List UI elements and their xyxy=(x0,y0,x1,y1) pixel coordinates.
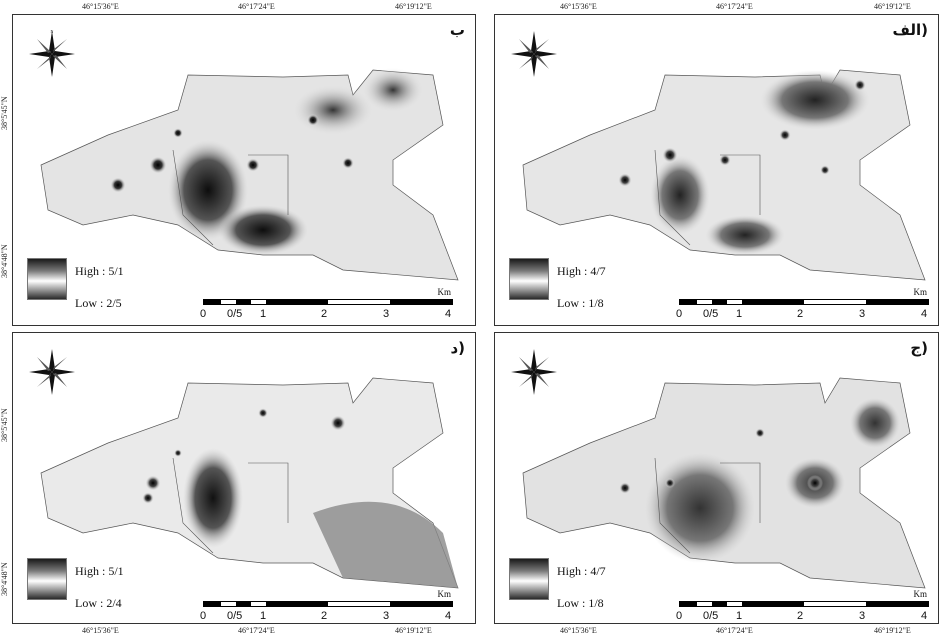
legend: High : 4/7 Low : 1/8 xyxy=(509,258,639,316)
coord-label: 46°15'36"E xyxy=(82,2,119,11)
coord-label: 46°15'36"E xyxy=(82,626,119,635)
scale-tick: 0/5 xyxy=(703,308,719,320)
legend-color-ramp xyxy=(509,558,549,600)
legend-low: Low : 2/4 xyxy=(75,596,122,610)
scale-unit: Km xyxy=(913,287,928,297)
panel-label: ج) xyxy=(910,339,928,357)
map-panel-jim: ج) High : 4/7 Low : 1/8 Km 0 0/5 1 2 3 4 xyxy=(494,332,939,624)
scale-tick: 1 xyxy=(260,308,267,320)
scale-tick: 0 xyxy=(676,610,683,622)
scale-segments xyxy=(679,299,929,305)
scale-tick: 0 xyxy=(200,610,207,622)
legend: High : 5/1 Low : 2/5 xyxy=(27,258,157,316)
coord-label: 46°19'12"E xyxy=(874,2,911,11)
legend-high: High : 4/7 xyxy=(557,564,606,578)
density-map xyxy=(522,377,926,589)
north-arrow-icon: N xyxy=(29,29,75,77)
scale-tick: 1 xyxy=(736,308,743,320)
scale-tick: 2 xyxy=(321,308,328,320)
scale-tick: 0/5 xyxy=(227,610,243,622)
legend-color-ramp xyxy=(27,258,67,300)
scale-bar: Km 0 0/5 1 2 3 4 xyxy=(200,589,453,623)
scale-bar: Km 0 0/5 1 2 3 4 xyxy=(676,287,929,325)
side-coord-label: 38°5'45"N xyxy=(0,96,9,130)
coord-label: 46°17'24"E xyxy=(238,2,275,11)
scale-tick: 4 xyxy=(445,610,452,622)
coord-label: 46°15'36"E xyxy=(560,2,597,11)
scale-segments xyxy=(679,601,929,607)
density-map xyxy=(522,69,926,281)
scale-unit: Km xyxy=(913,589,928,599)
panel-label: د) xyxy=(450,339,465,357)
density-map xyxy=(40,377,459,589)
scale-tick: 4 xyxy=(921,610,928,622)
north-arrow-icon xyxy=(511,349,557,395)
scale-tick: 3 xyxy=(383,610,390,622)
scale-tick: 0 xyxy=(200,308,207,320)
coord-label: 46°17'24"E xyxy=(238,626,275,635)
scale-tick: 3 xyxy=(859,308,866,320)
legend-high: High : 4/7 xyxy=(557,264,606,278)
side-coord-label: 38°4'48"N xyxy=(0,562,9,596)
legend-high: High : 5/1 xyxy=(75,264,124,278)
scale-tick: 0/5 xyxy=(703,610,719,622)
bottom-coordinate-labels: 46°15'36"E 46°17'24"E 46°19'12"E 46°15'3… xyxy=(0,624,951,638)
coord-label: 46°19'12"E xyxy=(395,2,432,11)
scale-tick: 4 xyxy=(921,308,928,320)
north-arrow-icon xyxy=(511,31,557,77)
panel-label: ب xyxy=(449,21,465,39)
map-panel-dal: د) High : 5/1 Low : 2/4 Km 0 0/5 1 2 3 4 xyxy=(12,332,476,624)
scale-tick: 3 xyxy=(383,308,390,320)
scale-tick: 4 xyxy=(445,308,452,320)
scale-tick: 2 xyxy=(321,610,328,622)
panel-label: الف) xyxy=(892,21,929,39)
legend: High : 4/7 Low : 1/8 xyxy=(509,558,639,616)
density-map xyxy=(40,68,459,281)
top-coordinate-labels: 46°15'36"E 46°17'24"E 46°19'12"E 46°15'3… xyxy=(0,0,951,14)
scale-tick: 2 xyxy=(797,610,804,622)
scale-tick: 1 xyxy=(260,610,267,622)
side-coord-label: 38°5'45"N xyxy=(0,408,9,442)
scale-tick: 2 xyxy=(797,308,804,320)
legend: High : 5/1 Low : 2/4 xyxy=(27,558,157,616)
map-panel-alef: الف) High : 4/7 Low : 1/8 Km 0 0/5 1 2 3… xyxy=(494,14,939,326)
legend-color-ramp xyxy=(509,258,549,300)
scale-unit: Km xyxy=(437,589,452,599)
coord-label: 46°15'36"E xyxy=(560,626,597,635)
coord-label: 46°17'24"E xyxy=(716,2,753,11)
legend-high: High : 5/1 xyxy=(75,564,124,578)
scale-tick: 0 xyxy=(676,308,683,320)
scale-segments xyxy=(203,601,453,607)
coord-label: 46°17'24"E xyxy=(716,626,753,635)
coord-label: 46°19'12"E xyxy=(874,626,911,635)
legend-low: Low : 1/8 xyxy=(557,296,604,310)
legend-low: Low : 1/8 xyxy=(557,596,604,610)
legend-color-ramp xyxy=(27,558,67,600)
north-letter: N xyxy=(51,29,54,34)
north-arrow-icon xyxy=(29,349,75,395)
scale-tick: 3 xyxy=(859,610,866,622)
legend-low: Low : 2/5 xyxy=(75,296,122,310)
scale-segments xyxy=(203,299,453,305)
map-panel-b: ب N High : 5/1 Low : 2/5 Km 0 0/5 1 2 3 … xyxy=(12,14,476,326)
scale-tick: 0/5 xyxy=(227,308,243,320)
scale-bar: Km 0 0/5 1 2 3 4 xyxy=(200,287,453,325)
coord-label: 46°19'12"E xyxy=(395,626,432,635)
side-coord-label: 38°4'48"N xyxy=(0,244,9,278)
scale-bar: Km 0 0/5 1 2 3 4 xyxy=(676,589,929,623)
scale-unit: Km xyxy=(437,287,452,297)
scale-tick: 1 xyxy=(736,610,743,622)
